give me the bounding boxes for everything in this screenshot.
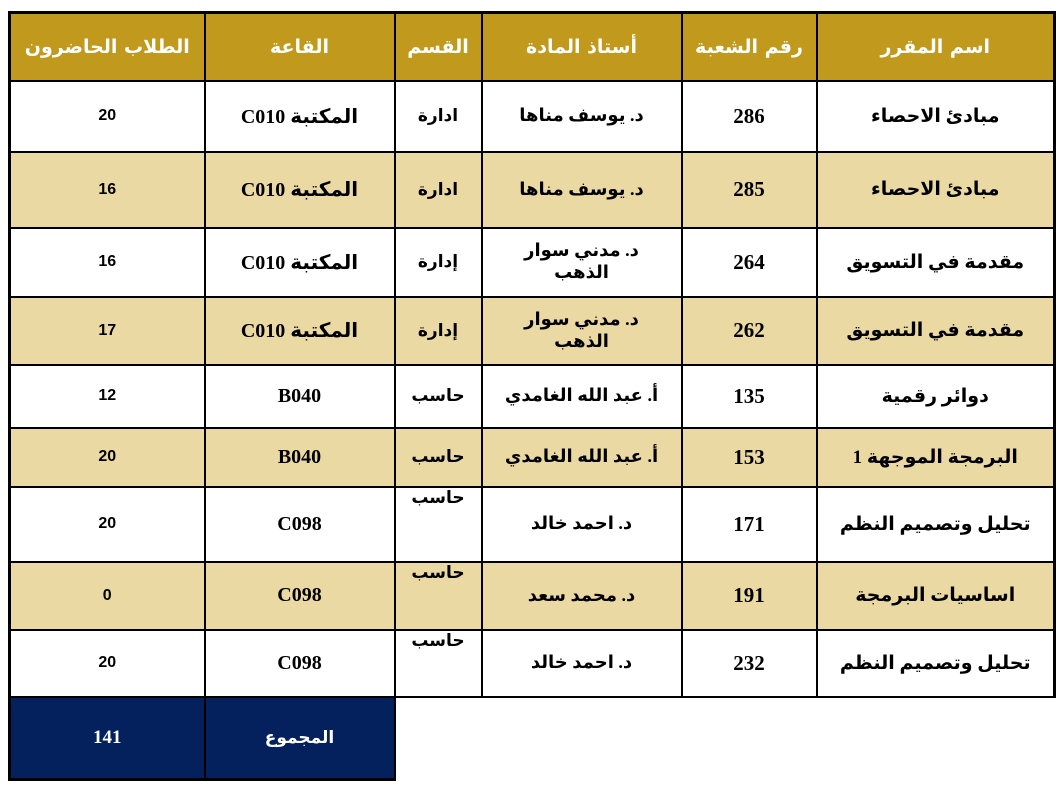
cell-room: B040 [203,426,396,488]
total-value: 141 [8,695,206,781]
cell-course: تحليل وتصميم النظم [815,485,1056,563]
cell-room: C098 [203,485,396,563]
cell-course: مبادئ الاحصاء [815,150,1056,229]
cell-room: المكتبة C010 [203,295,396,366]
cell-course: دوائر رقمية [815,363,1056,429]
column-header-section: رقم الشعبة [680,11,818,82]
cell-instructor: د. محمد سعد [480,560,683,631]
cell-room: المكتبة C010 [203,150,396,229]
cell-room: المكتبة C010 [203,226,396,298]
total-label: المجموع [203,695,396,781]
column-header-students: الطلاب الحاضرون [8,11,206,82]
attendance-table: اسم المقرر رقم الشعبة أستاذ المادة القسم… [8,11,1056,781]
cell-section: 135 [680,363,818,429]
cell-students: 0 [8,560,206,631]
table-row: تحليل وتصميم النظم 232 د. احمد خالد حاسب… [8,628,1056,698]
table-row: دوائر رقمية 135 أ. عبد الله الغامدي حاسب… [8,363,1056,429]
column-header-course: اسم المقرر [815,11,1056,82]
column-header-room: القاعة [203,11,396,82]
cell-instructor: د. مدني سوار الذهب [480,226,683,298]
cell-course: اساسيات البرمجة [815,560,1056,631]
table-row: تحليل وتصميم النظم 171 د. احمد خالد حاسب… [8,485,1056,563]
cell-section: 191 [680,560,818,631]
cell-course: مقدمة في التسويق [815,295,1056,366]
cell-room: C098 [203,560,396,631]
cell-department: ادارة [393,79,483,153]
cell-room: B040 [203,363,396,429]
table-row: البرمجة الموجهة 1 153 أ. عبد الله الغامد… [8,426,1056,488]
cell-department: حاسب [393,485,483,563]
total-row: المجموع 141 [8,695,1055,781]
table-row: مبادئ الاحصاء 285 د. يوسف مناها ادارة ال… [8,150,1056,229]
cell-course: مبادئ الاحصاء [815,79,1056,153]
cell-course: البرمجة الموجهة 1 [815,426,1056,488]
cell-students: 20 [8,79,206,153]
cell-department: حاسب [393,628,483,698]
cell-instructor: أ. عبد الله الغامدي [480,426,683,488]
cell-instructor: د. احمد خالد [480,485,683,563]
cell-department: حاسب [393,363,483,429]
table-row: اساسيات البرمجة 191 د. محمد سعد حاسب C09… [8,560,1056,631]
cell-instructor: أ. عبد الله الغامدي [480,363,683,429]
cell-room: المكتبة C010 [203,79,396,153]
cell-students: 16 [8,150,206,229]
cell-course: مقدمة في التسويق [815,226,1056,298]
cell-section: 262 [680,295,818,366]
header-row: اسم المقرر رقم الشعبة أستاذ المادة القسم… [8,11,1056,82]
cell-students: 17 [8,295,206,366]
cell-department: حاسب [393,426,483,488]
cell-students: 20 [8,628,206,698]
footer-empty-area [395,697,1055,780]
table-row: مقدمة في التسويق 264 د. مدني سوار الذهب … [8,226,1056,298]
cell-students: 20 [8,426,206,488]
cell-section: 153 [680,426,818,488]
cell-section: 232 [680,628,818,698]
cell-section: 264 [680,226,818,298]
cell-department: إدارة [393,226,483,298]
cell-section: 285 [680,150,818,229]
cell-department: حاسب [393,560,483,631]
column-header-instructor: أستاذ المادة [480,11,683,82]
cell-students: 20 [8,485,206,563]
cell-instructor: د. يوسف مناها [480,150,683,229]
column-header-department: القسم [393,11,483,82]
table-row: مقدمة في التسويق 262 د. مدني سوار الذهب … [8,295,1056,366]
cell-department: إدارة [393,295,483,366]
cell-instructor: د. احمد خالد [480,628,683,698]
cell-section: 171 [680,485,818,563]
cell-room: C098 [203,628,396,698]
cell-course: تحليل وتصميم النظم [815,628,1056,698]
cell-instructor: د. مدني سوار الذهب [480,295,683,366]
cell-instructor: د. يوسف مناها [480,79,683,153]
cell-section: 286 [680,79,818,153]
cell-department: ادارة [393,150,483,229]
table-row: مبادئ الاحصاء 286 د. يوسف مناها ادارة ال… [8,79,1056,153]
cell-students: 16 [8,226,206,298]
cell-students: 12 [8,363,206,429]
